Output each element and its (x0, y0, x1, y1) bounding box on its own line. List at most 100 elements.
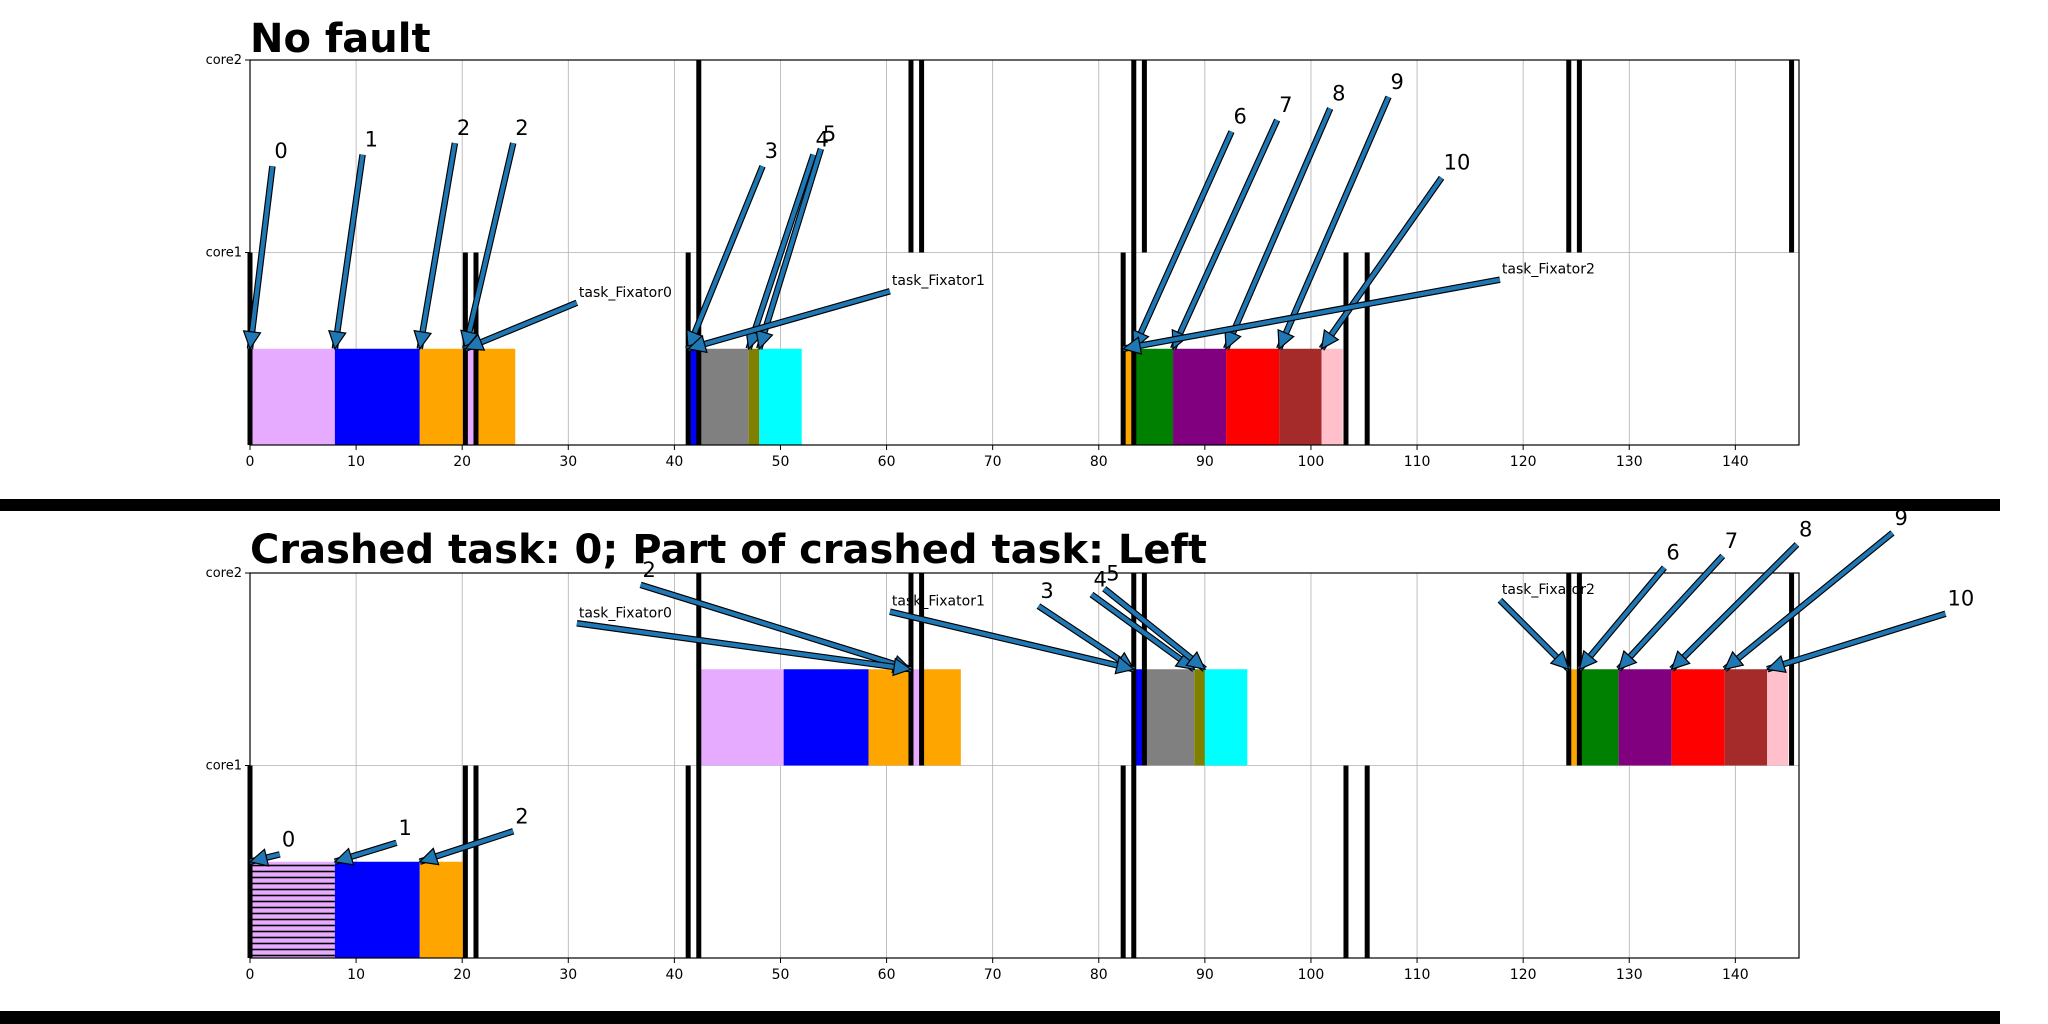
task-bar (698, 348, 749, 445)
task-bar (1123, 348, 1134, 445)
arrow-head (1114, 656, 1136, 675)
y-tick-label: core2 (206, 53, 242, 68)
x-tick-label: 110 (1404, 967, 1431, 983)
x-tick-label: 100 (1298, 454, 1325, 470)
task-bar (1767, 669, 1789, 766)
arrow-head (333, 847, 355, 866)
x-tick-label: 70 (984, 967, 1002, 983)
x-tick-label: 110 (1404, 454, 1431, 470)
arrow-head (1277, 328, 1295, 351)
figure-right-margin (2000, 0, 2048, 1024)
arrow-label-task-number: 3 (1040, 579, 1053, 603)
arrow-shaft (332, 154, 365, 350)
task-bar (1144, 669, 1195, 766)
figure-background (0, 0, 2000, 1024)
arrow-head (242, 330, 262, 351)
chart-title: Crashed task: 0; Part of crashed task: L… (250, 527, 1207, 573)
arrow-head (1617, 649, 1638, 671)
arrow-label-task-number: 1 (399, 816, 412, 840)
task-bar (748, 348, 760, 445)
arrow-head (1224, 328, 1242, 351)
task-bar (419, 861, 466, 958)
arrow-shaft (1617, 554, 1725, 671)
task-bar (1321, 348, 1343, 445)
arrow-head (1765, 654, 1787, 674)
arrow-shaft (463, 142, 516, 350)
panel-crashed-task: Crashed task: 0; Part of crashed task: L… (206, 506, 1975, 983)
task-bar (334, 348, 420, 445)
arrow-shaft (1277, 96, 1391, 350)
task-bar (783, 669, 869, 766)
arrow-head (464, 333, 486, 351)
task-bar (1579, 669, 1619, 766)
arrow-label-task-number: 10 (1948, 587, 1975, 611)
arrow-head (1723, 650, 1745, 671)
x-tick-label: 130 (1616, 967, 1643, 983)
task-bar (868, 669, 911, 766)
arrow-shaft (1723, 531, 1894, 671)
x-tick-label: 130 (1616, 454, 1643, 470)
task-bar (1173, 348, 1227, 445)
y-tick-label: core1 (206, 759, 242, 774)
task-bar (1226, 348, 1280, 445)
task-bar (759, 348, 802, 445)
x-tick-label: 0 (246, 967, 255, 983)
x-tick-label: 100 (1298, 967, 1325, 983)
arrow-shaft (686, 165, 765, 350)
arrow-label-task-number: 9 (1391, 70, 1404, 94)
x-tick-label: 80 (1090, 454, 1108, 470)
x-tick-label: 80 (1090, 967, 1108, 983)
arrow-label-fixator: task_Fixator1 (892, 273, 985, 289)
arrow-head (1121, 336, 1143, 355)
arrow-shaft (1224, 107, 1333, 350)
x-tick-label: 30 (559, 454, 577, 470)
arrow-shaft (639, 582, 912, 672)
x-tick-label: 70 (984, 454, 1002, 470)
task-bar (1671, 669, 1725, 766)
arrow-shaft (1171, 119, 1280, 350)
x-tick-label: 60 (878, 454, 896, 470)
x-tick-label: 50 (772, 967, 790, 983)
arrow-shaft (417, 142, 457, 350)
arrow-label-task-number: 7 (1725, 529, 1738, 553)
arrow-head (892, 657, 913, 677)
x-tick-label: 20 (453, 454, 471, 470)
chart-title: No fault (250, 16, 431, 62)
x-tick-label: 90 (1196, 967, 1214, 983)
x-tick-label: 120 (1510, 967, 1537, 983)
arrow-label-fixator: task_Fixator0 (579, 605, 672, 621)
arrow-head (686, 334, 708, 354)
task-bar (1133, 669, 1145, 766)
task-bar (910, 669, 922, 766)
arrow-head (1578, 649, 1598, 671)
arrow-label-task-number: 8 (1799, 517, 1812, 541)
arrow-shaft (1037, 604, 1135, 672)
arrow-label-task-number: 2 (643, 558, 656, 582)
arrow-shaft (1122, 277, 1501, 351)
x-tick-label: 120 (1510, 454, 1537, 470)
separator-band (0, 499, 2000, 511)
x-tick-label: 10 (347, 967, 365, 983)
arrow-shaft (1102, 587, 1207, 671)
arrow-shaft (1577, 566, 1666, 671)
arrow-head (1549, 650, 1570, 671)
arrow-label-task-number: 2 (457, 116, 470, 140)
arrow-shaft (1131, 130, 1234, 350)
arrow-head (413, 329, 433, 351)
task-bar-hatch (250, 861, 335, 958)
x-tick-label: 40 (665, 967, 683, 983)
arrow-label-task-number: 2 (515, 116, 528, 140)
arrow-head (328, 329, 347, 351)
arrow-shaft (1090, 592, 1196, 671)
arrow-label-task-number: 8 (1332, 81, 1345, 105)
arrow-label-task-number: 4 (1093, 567, 1106, 591)
task-bar (1133, 348, 1174, 445)
task-bar (1194, 669, 1205, 766)
x-tick-label: 0 (246, 454, 255, 470)
arrow-label-fixator: task_Fixator2 (1502, 262, 1595, 278)
task-bar (688, 348, 699, 445)
task-bar (465, 348, 476, 445)
task-bar (1279, 348, 1322, 445)
